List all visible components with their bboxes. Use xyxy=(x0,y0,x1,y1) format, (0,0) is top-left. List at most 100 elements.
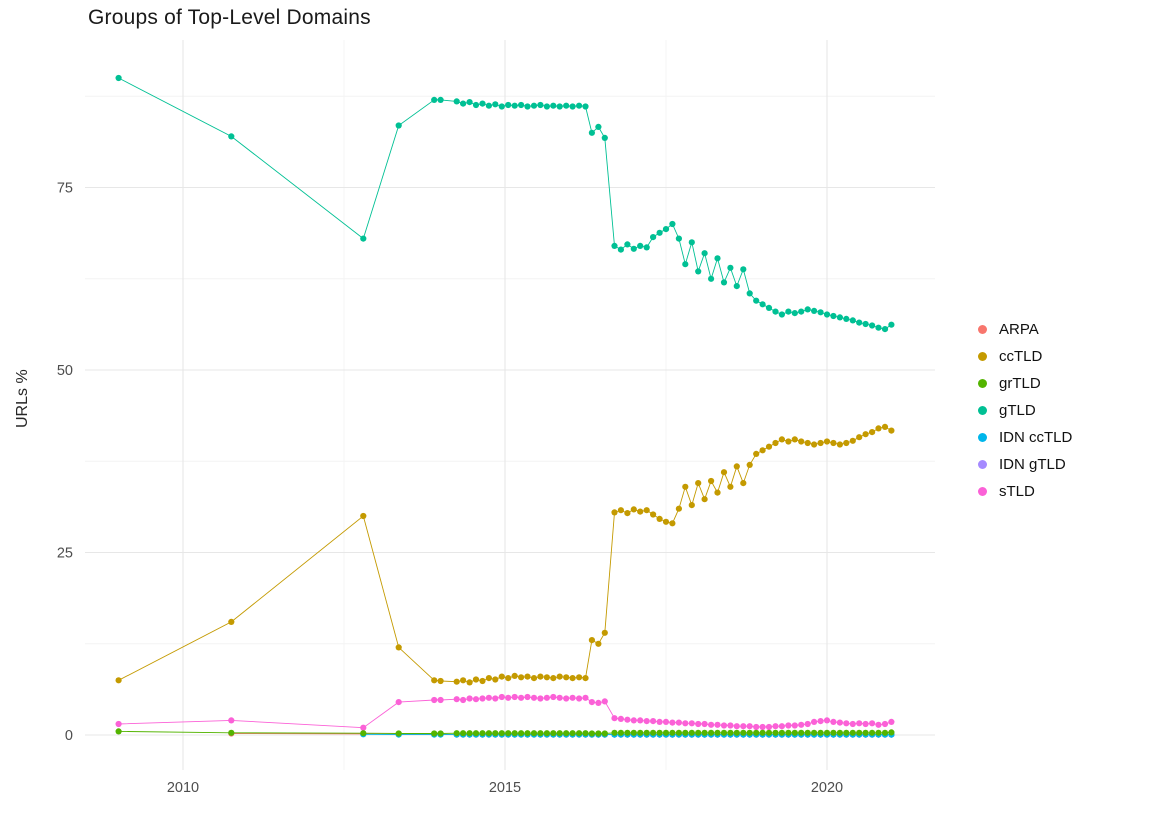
data-point-gtld xyxy=(881,326,889,333)
data-point-gtld xyxy=(849,317,856,324)
data-point-cctld xyxy=(588,637,596,644)
data-point-stld xyxy=(669,719,676,726)
data-point-grtld xyxy=(656,729,663,736)
data-point-cctld xyxy=(115,677,122,684)
data-point-stld xyxy=(714,721,721,728)
data-point-cctld xyxy=(582,675,589,682)
data-point-gtld xyxy=(823,311,831,318)
x-tick-label: 2015 xyxy=(489,780,521,796)
data-point-gtld xyxy=(556,103,563,110)
data-point-stld xyxy=(466,695,473,702)
data-point-gtld xyxy=(791,310,798,317)
data-point-stld xyxy=(624,716,631,723)
data-point-gtld xyxy=(453,98,460,105)
data-point-cctld xyxy=(804,439,811,447)
data-point-grtld xyxy=(569,730,576,737)
data-point-cctld xyxy=(556,673,563,680)
data-point-stld xyxy=(811,718,818,726)
data-point-cctld xyxy=(643,507,650,514)
data-point-stld xyxy=(569,694,576,701)
data-point-grtld xyxy=(395,730,402,737)
data-point-cctld xyxy=(817,439,824,447)
data-point-gtld xyxy=(772,308,779,315)
data-point-grtld xyxy=(849,729,856,736)
data-point-grtld xyxy=(643,729,650,736)
data-point-stld xyxy=(862,720,869,728)
data-point-gtld xyxy=(492,101,499,108)
data-point-cctld xyxy=(524,673,531,680)
data-point-cctld xyxy=(550,675,557,682)
data-point-gtld xyxy=(569,103,576,110)
data-point-gtld xyxy=(643,244,650,251)
data-point-grtld xyxy=(733,729,740,736)
data-point-stld xyxy=(637,717,644,724)
data-point-grtld xyxy=(817,729,824,736)
data-point-stld xyxy=(804,720,811,728)
data-point-cctld xyxy=(395,644,402,651)
legend-swatch-grtld xyxy=(978,378,987,388)
legend-item-arpa: ARPA xyxy=(978,320,1072,338)
data-point-gtld xyxy=(656,229,663,236)
data-point-cctld xyxy=(881,423,889,430)
data-point-cctld xyxy=(437,677,444,685)
data-point-gtld xyxy=(778,311,786,318)
data-point-stld xyxy=(765,723,773,731)
data-point-gtld xyxy=(360,235,367,242)
data-point-grtld xyxy=(460,730,467,737)
series-gtld xyxy=(115,74,895,333)
data-point-stld xyxy=(727,722,734,729)
data-point-cctld xyxy=(511,672,518,680)
data-point-grtld xyxy=(862,729,869,736)
data-point-grtld xyxy=(228,729,235,736)
data-point-gtld xyxy=(701,250,708,257)
legend-item-grtld: grTLD xyxy=(978,374,1072,392)
data-point-grtld xyxy=(727,729,734,736)
data-point-grtld xyxy=(485,730,492,737)
data-point-cctld xyxy=(830,439,837,447)
data-point-grtld xyxy=(576,730,583,737)
data-point-grtld xyxy=(682,729,689,736)
data-point-cctld xyxy=(836,441,844,448)
data-point-grtld xyxy=(524,730,531,737)
data-point-stld xyxy=(643,718,650,725)
legend-label-idn-gtld: IDN gTLD xyxy=(999,455,1066,473)
data-point-stld xyxy=(875,721,882,728)
data-point-grtld xyxy=(582,730,589,737)
data-point-cctld xyxy=(630,506,637,513)
data-point-gtld xyxy=(804,306,811,313)
data-point-gtld xyxy=(595,123,602,130)
data-point-stld xyxy=(360,724,367,731)
data-point-grtld xyxy=(720,729,728,736)
legend-swatch-gtld xyxy=(978,405,987,415)
data-point-grtld xyxy=(823,729,831,736)
data-point-gtld xyxy=(682,261,689,268)
data-point-cctld xyxy=(656,515,663,523)
legend-label-stld: sTLD xyxy=(999,482,1035,500)
grid-major xyxy=(85,40,935,770)
data-point-stld xyxy=(524,693,531,701)
data-point-stld xyxy=(856,720,863,727)
data-point-gtld xyxy=(714,255,721,262)
data-point-cctld xyxy=(505,675,512,682)
data-point-cctld xyxy=(856,434,863,441)
data-point-stld xyxy=(823,717,831,724)
data-point-cctld xyxy=(569,675,576,682)
data-point-cctld xyxy=(740,480,747,487)
data-point-grtld xyxy=(530,730,538,737)
data-point-gtld xyxy=(611,242,618,249)
data-point-cctld xyxy=(563,674,570,681)
data-point-stld xyxy=(778,723,786,730)
data-point-grtld xyxy=(791,729,798,736)
data-point-cctld xyxy=(746,461,753,468)
legend: ARPA ccTLD grTLD gTLD IDN ccTLD IDN gTLD sTLD xyxy=(978,320,1072,500)
data-point-stld xyxy=(675,719,683,726)
legend-swatch-cctld xyxy=(978,351,987,361)
data-point-cctld xyxy=(669,520,676,527)
legend-item-stld: sTLD xyxy=(978,482,1072,500)
legend-item-idn-gtld: IDN gTLD xyxy=(978,455,1072,473)
data-point-grtld xyxy=(492,730,499,737)
data-point-cctld xyxy=(849,437,856,444)
data-point-grtld xyxy=(856,729,863,736)
chart-title: Groups of Top-Level Domains xyxy=(88,6,371,29)
data-point-gtld xyxy=(675,235,683,242)
